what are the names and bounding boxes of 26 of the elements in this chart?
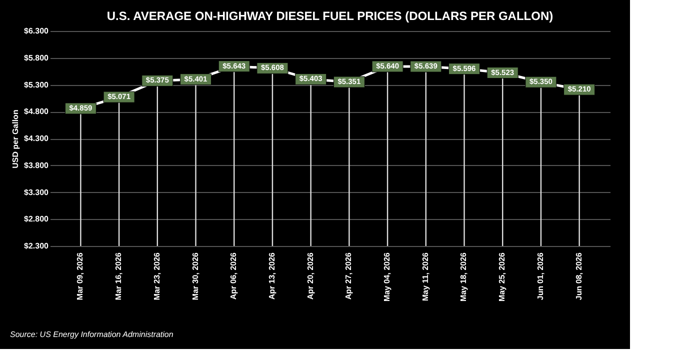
- x-tick-label: Apr 06, 2026: [229, 252, 238, 300]
- x-tick-label: Jun 01, 2026: [536, 252, 545, 300]
- source-note: Source: US Energy Information Administration: [10, 330, 174, 339]
- x-tick-label: Mar 23, 2026: [152, 252, 162, 300]
- y-tick-label: $2.800: [24, 214, 50, 224]
- x-tick-label: May 18, 2026: [459, 252, 468, 302]
- y-tick-label: $6.300: [24, 26, 50, 36]
- x-tick-label: Jun 08, 2026: [574, 252, 584, 300]
- x-tick-label: Mar 16, 2026: [114, 252, 124, 300]
- y-tick-label: $5.800: [24, 53, 50, 62]
- x-tick-label: Mar 09, 2026: [76, 252, 85, 300]
- x-tick-label: Apr 27, 2026: [344, 252, 354, 300]
- y-tick-label: $3.300: [24, 188, 50, 197]
- y-tick-label: $3.800: [24, 160, 50, 170]
- x-tick-label: Apr 13, 2026: [267, 252, 276, 300]
- x-tick-label: May 04, 2026: [382, 252, 392, 302]
- y-tick-label: $2.300: [24, 242, 50, 250]
- chart-title: U.S. AVERAGE ON-HIGHWAY DIESEL FUEL PRICES (DOLLARS PER GALLON): [106, 9, 554, 23]
- y-tick-label: $4.800: [24, 107, 50, 116]
- x-tick-label: May 25, 2026: [498, 252, 507, 302]
- x-tick-label: Apr 20, 2026: [306, 252, 315, 300]
- x-tick-label: May 11, 2026: [420, 252, 430, 301]
- x-tick-label: Mar 30, 2026: [190, 252, 200, 300]
- y-axis-title: USD per Gallon: [11, 110, 20, 168]
- y-tick-label: $4.300: [24, 134, 50, 143]
- y-tick-label: $5.300: [24, 80, 50, 90]
